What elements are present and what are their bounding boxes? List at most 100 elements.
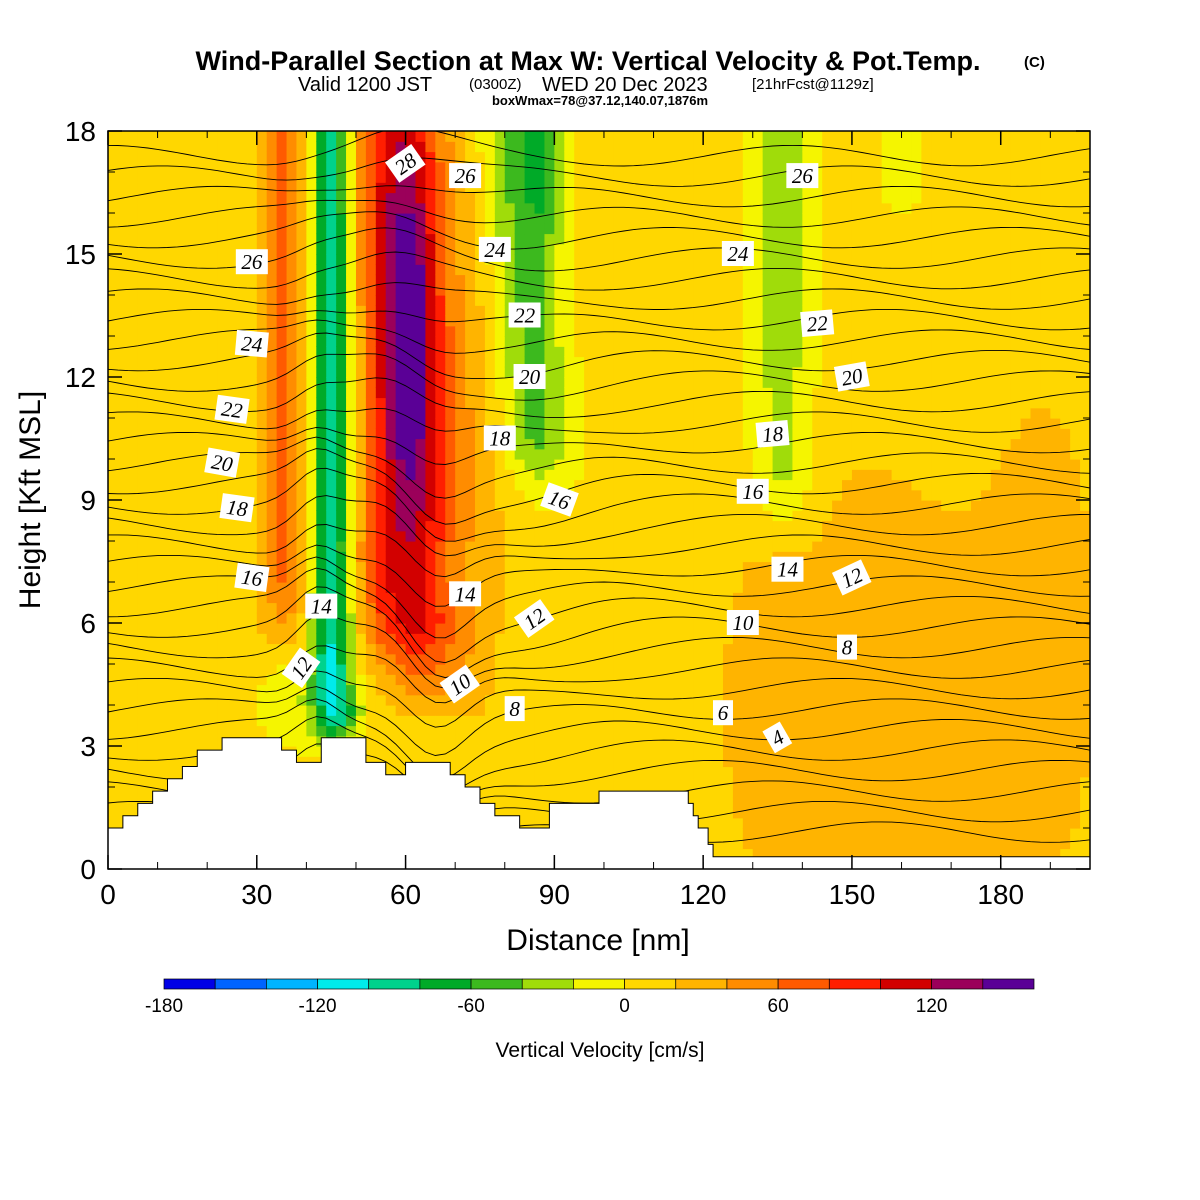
w-cell — [316, 551, 327, 563]
w-cell — [792, 838, 803, 850]
w-cell — [594, 356, 605, 368]
w-cell — [673, 469, 684, 481]
w-cell — [504, 776, 516, 788]
w-cell — [137, 694, 149, 706]
w-cell — [197, 489, 208, 501]
w-cell — [792, 817, 803, 829]
w-cell — [415, 151, 427, 163]
w-cell — [217, 161, 228, 173]
w-cell — [435, 336, 446, 347]
w-cell — [633, 418, 645, 429]
w-cell — [732, 725, 744, 737]
w-cell — [554, 746, 565, 757]
w-cell — [355, 643, 367, 655]
w-cell — [653, 530, 665, 542]
w-cell — [256, 213, 268, 224]
w-cell — [227, 530, 238, 542]
w-cell — [484, 213, 496, 224]
w-cell — [564, 571, 575, 583]
w-cell — [415, 459, 427, 470]
w-cell — [504, 182, 516, 194]
w-cell — [316, 561, 327, 573]
w-cell — [385, 469, 397, 481]
w-cell — [613, 479, 625, 491]
w-cell — [236, 684, 248, 696]
w-cell — [197, 141, 208, 153]
w-cell — [564, 766, 575, 778]
w-cell — [147, 776, 159, 788]
w-cell — [613, 705, 625, 716]
w-cell — [405, 182, 417, 194]
w-cell — [276, 284, 288, 296]
w-cell — [405, 397, 417, 409]
w-cell — [405, 295, 417, 306]
w-cell — [127, 295, 139, 306]
w-cell — [167, 766, 179, 778]
w-cell — [167, 397, 179, 409]
w-cell — [227, 428, 238, 440]
w-cell — [395, 623, 407, 634]
w-cell — [246, 243, 258, 255]
w-cell — [187, 192, 198, 204]
w-cell — [722, 674, 734, 686]
w-cell — [276, 356, 288, 368]
w-cell — [108, 520, 119, 532]
w-cell — [147, 233, 159, 245]
w-cell — [326, 387, 337, 399]
w-cell — [187, 366, 198, 378]
w-cell — [643, 766, 655, 778]
w-cell — [544, 274, 555, 286]
w-cell — [207, 643, 218, 655]
w-cell — [603, 582, 615, 593]
w-cell — [643, 131, 655, 142]
w-cell — [375, 284, 387, 296]
w-cell — [742, 131, 754, 142]
w-cell — [782, 582, 794, 593]
w-cell — [782, 715, 794, 727]
w-cell — [703, 520, 714, 532]
w-cell — [375, 295, 387, 306]
w-cell — [445, 202, 456, 214]
w-cell — [475, 305, 486, 317]
w-cell — [296, 571, 307, 583]
w-cell — [752, 469, 764, 481]
w-cell — [762, 397, 774, 409]
w-cell — [673, 489, 684, 501]
w-cell — [534, 561, 546, 573]
w-cell — [524, 489, 536, 501]
w-cell — [177, 756, 188, 768]
w-cell — [613, 366, 625, 378]
w-cell — [504, 612, 516, 624]
w-cell — [167, 387, 179, 399]
w-cell — [722, 520, 734, 532]
w-cell — [613, 233, 625, 245]
w-cell — [276, 643, 288, 655]
w-cell — [643, 684, 655, 696]
w-cell — [594, 571, 605, 583]
w-cell — [108, 633, 119, 645]
w-cell — [722, 746, 734, 757]
w-cell — [296, 705, 307, 716]
w-cell — [584, 264, 595, 276]
w-cell — [385, 766, 397, 778]
w-cell — [246, 653, 258, 665]
w-cell — [326, 233, 337, 245]
w-cell — [484, 756, 496, 768]
w-cell — [623, 756, 635, 768]
w-cell — [574, 428, 585, 440]
w-cell — [157, 500, 169, 511]
w-cell — [326, 295, 337, 306]
w-cell — [603, 233, 615, 245]
w-cell — [584, 469, 595, 481]
w-cell — [147, 141, 159, 153]
w-cell — [306, 623, 317, 634]
w-cell — [782, 510, 794, 522]
w-cell — [544, 705, 555, 716]
w-cell — [276, 500, 288, 511]
w-cell — [316, 284, 327, 296]
w-cell — [365, 561, 377, 573]
w-cell — [623, 530, 635, 542]
w-cell — [594, 459, 605, 470]
w-cell — [177, 643, 188, 655]
w-cell — [732, 223, 744, 235]
